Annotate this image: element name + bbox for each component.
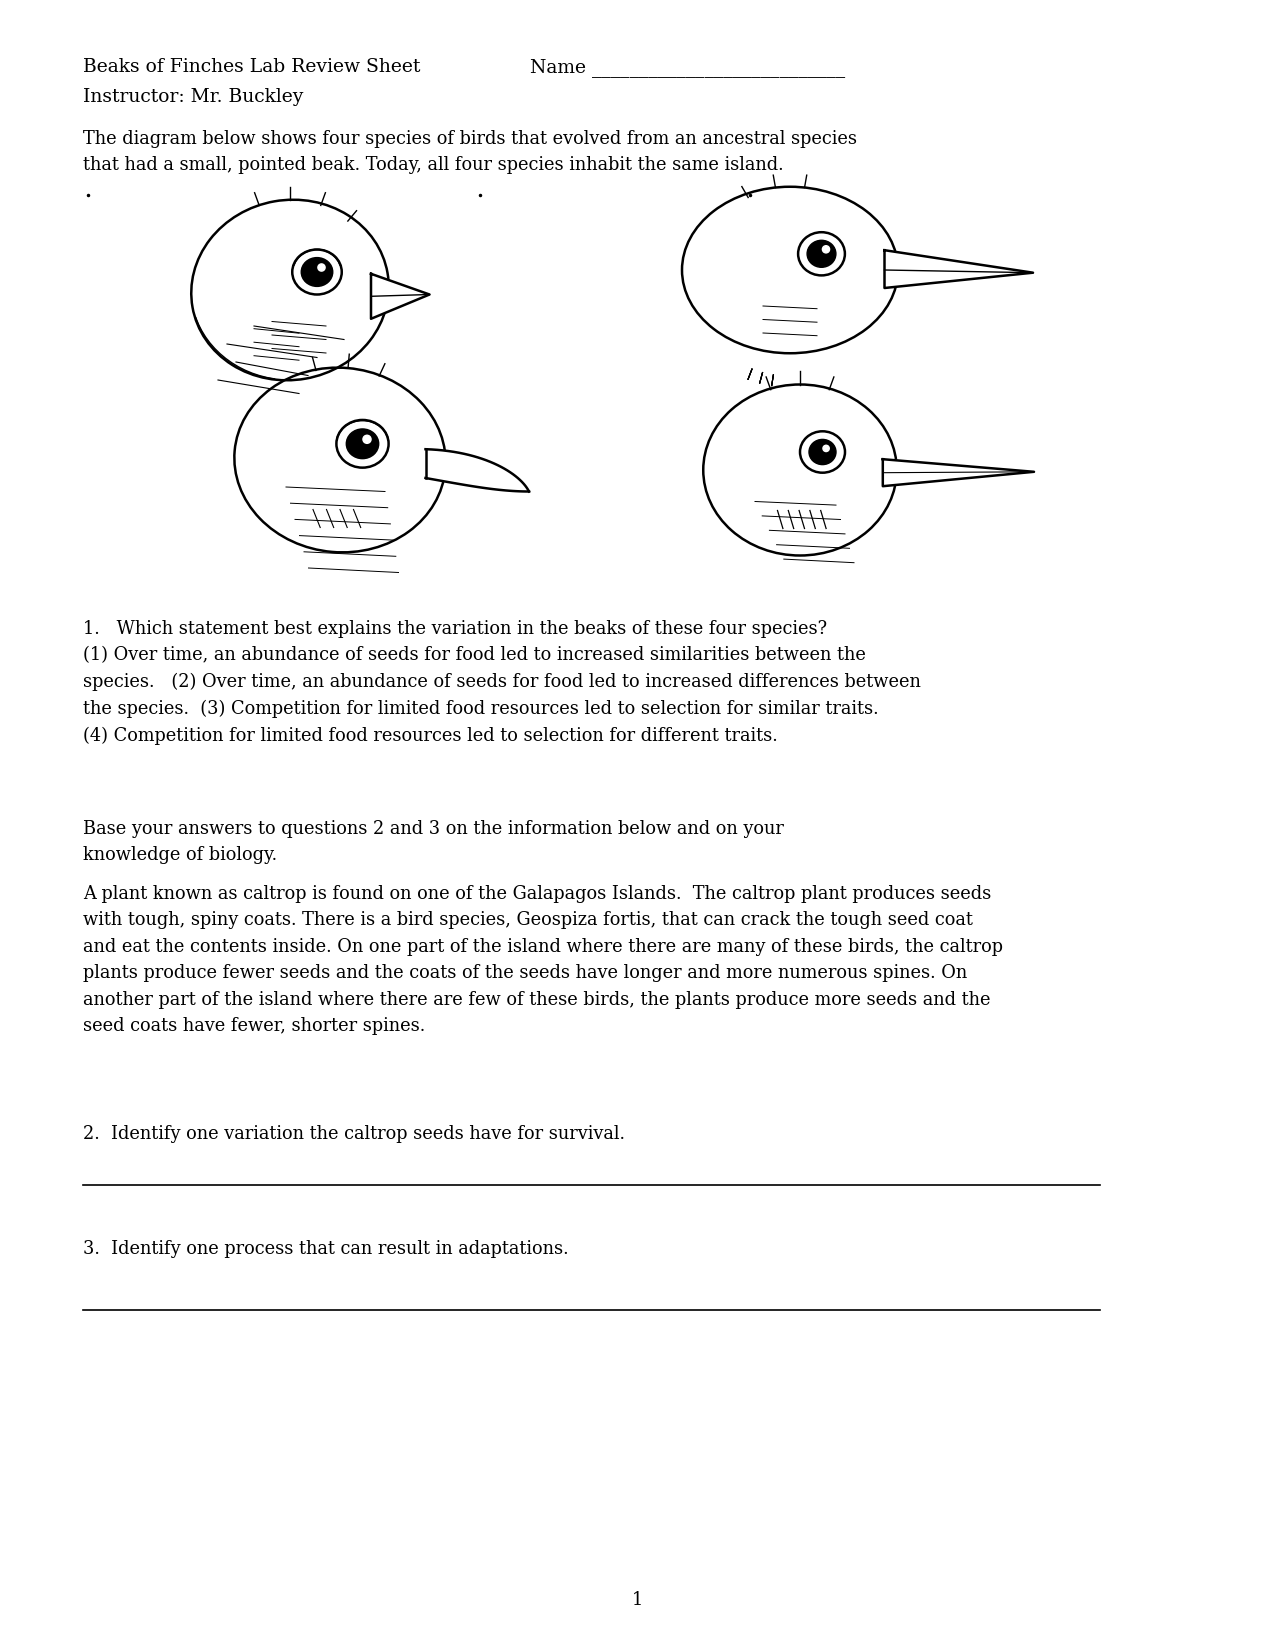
Text: Instructor: Mr. Buckley: Instructor: Mr. Buckley [83,87,303,106]
Ellipse shape [317,264,325,271]
Ellipse shape [822,446,829,452]
Polygon shape [882,459,1034,487]
Text: 1: 1 [631,1591,643,1609]
Text: A plant known as caltrop is found on one of the Galapagos Islands.  The caltrop : A plant known as caltrop is found on one… [83,884,1003,1035]
Ellipse shape [822,246,830,252]
Text: Base your answers to questions 2 and 3 on the information below and on your
know: Base your answers to questions 2 and 3 o… [83,820,784,865]
Text: Beaks of Finches Lab Review Sheet: Beaks of Finches Lab Review Sheet [83,58,421,76]
Ellipse shape [301,257,333,287]
Polygon shape [426,449,529,492]
Text: The diagram below shows four species of birds that evolved from an ancestral spe: The diagram below shows four species of … [83,130,857,175]
Polygon shape [885,251,1033,289]
Text: 3.  Identify one process that can result in adaptations.: 3. Identify one process that can result … [83,1241,569,1257]
Ellipse shape [807,241,836,267]
Ellipse shape [347,429,379,459]
Ellipse shape [810,439,836,465]
Text: 2.  Identify one variation the caltrop seeds have for survival.: 2. Identify one variation the caltrop se… [83,1125,625,1143]
Polygon shape [371,274,430,318]
Ellipse shape [363,436,371,444]
Text: Name ___________________________: Name ___________________________ [530,58,845,78]
Text: 1.   Which statement best explains the variation in the beaks of these four spec: 1. Which statement best explains the var… [83,620,921,744]
